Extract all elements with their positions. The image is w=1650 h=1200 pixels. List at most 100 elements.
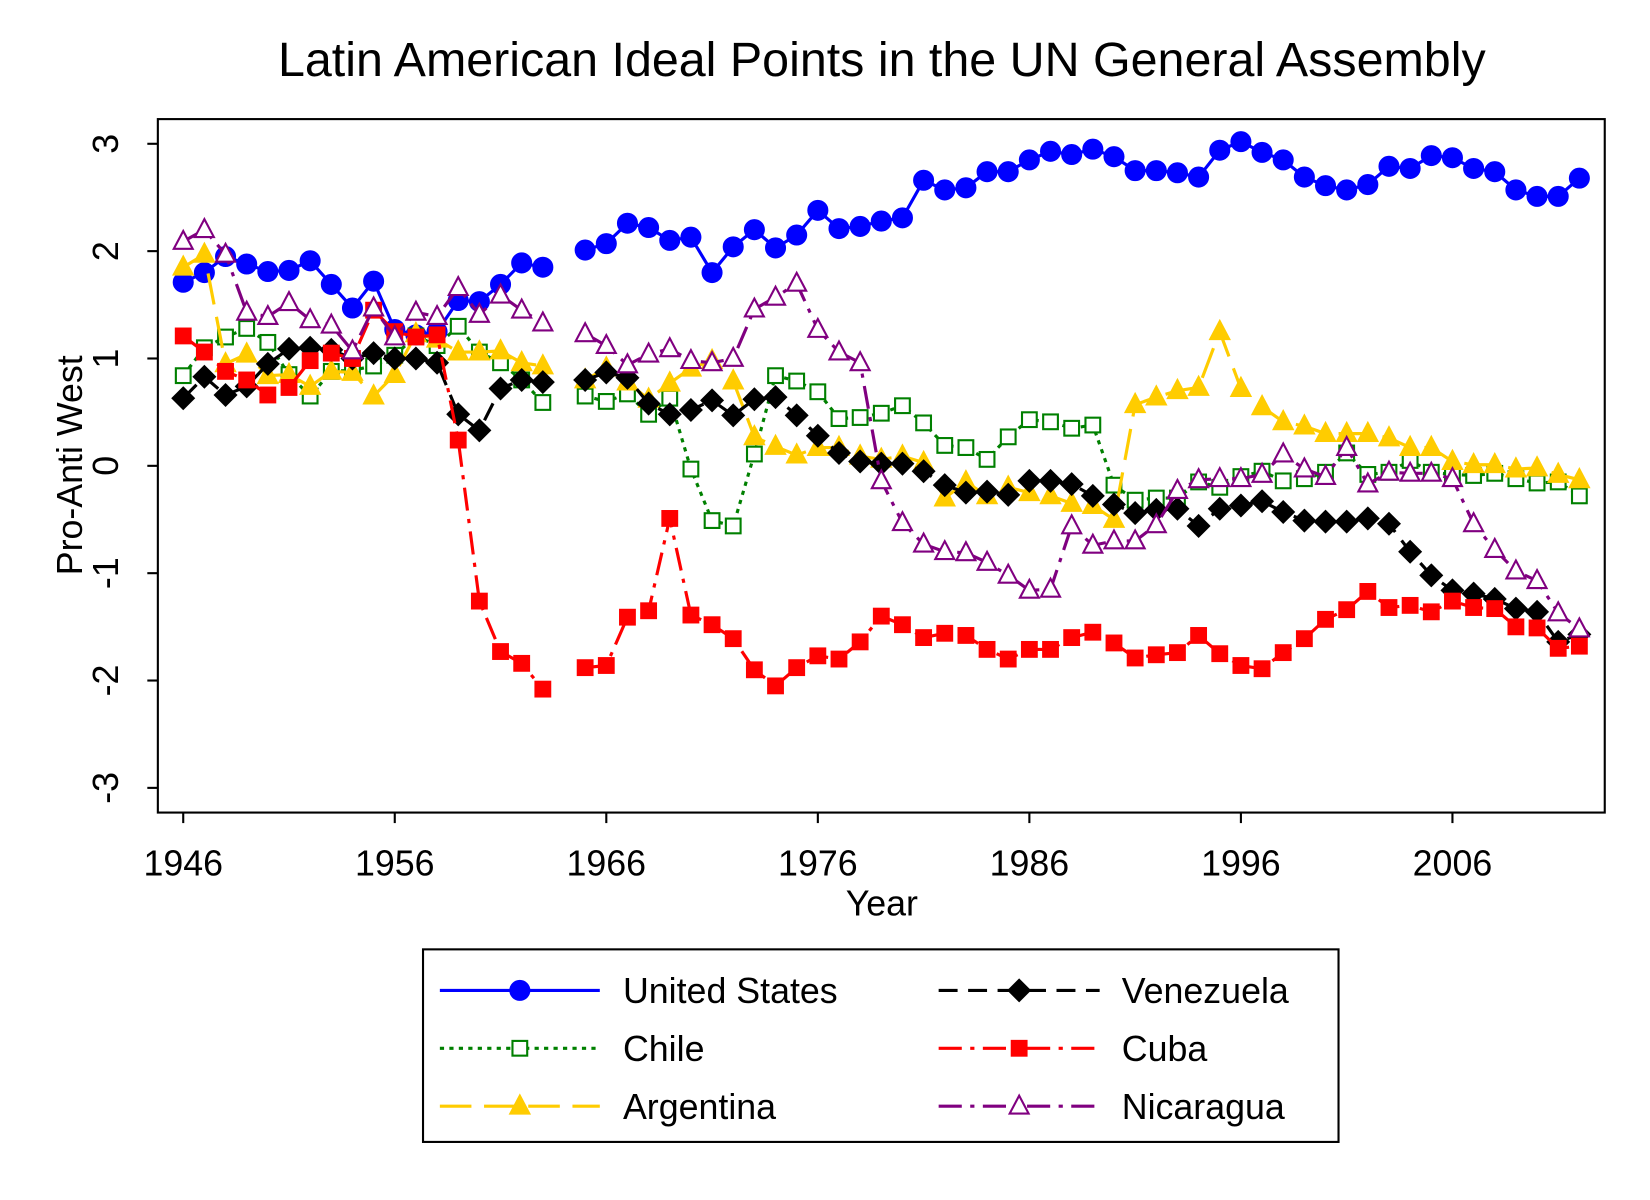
marker — [1357, 174, 1379, 196]
marker — [1271, 409, 1295, 431]
marker — [1253, 660, 1271, 678]
marker — [1102, 528, 1126, 550]
marker — [1105, 634, 1123, 652]
marker — [425, 303, 449, 326]
x-tick-label: 1946 — [143, 844, 223, 884]
marker — [235, 341, 258, 363]
y-tick-label: 0 — [86, 456, 126, 476]
marker — [830, 410, 848, 428]
marker — [1188, 166, 1210, 188]
legend-marker — [508, 1093, 532, 1115]
marker — [870, 210, 892, 232]
marker — [1230, 131, 1252, 153]
marker — [449, 431, 467, 449]
marker — [1483, 451, 1506, 474]
marker — [999, 428, 1017, 446]
marker — [1123, 528, 1147, 550]
marker — [809, 647, 827, 665]
marker — [256, 303, 280, 326]
marker — [192, 364, 217, 389]
legend-label: Cuba — [1122, 1029, 1208, 1069]
marker — [595, 233, 617, 255]
marker — [891, 207, 913, 229]
marker — [1020, 640, 1038, 658]
legend-marker — [1007, 1093, 1031, 1115]
legend-marker — [1007, 978, 1032, 1003]
marker — [1315, 175, 1337, 197]
y-tick-label: 3 — [86, 134, 126, 154]
marker — [1063, 629, 1081, 647]
marker — [743, 219, 765, 241]
marker — [828, 218, 850, 240]
marker — [1229, 465, 1253, 488]
marker — [449, 317, 467, 335]
marker — [1123, 391, 1147, 414]
marker — [467, 418, 492, 443]
y-tick-label: -2 — [86, 665, 126, 697]
marker — [1080, 483, 1105, 508]
marker — [172, 254, 195, 276]
marker — [1145, 160, 1167, 182]
marker — [785, 442, 808, 464]
marker — [1525, 567, 1549, 590]
marker — [1398, 434, 1422, 457]
chart-title: Latin American Ideal Points in the UN Ge… — [278, 33, 1486, 87]
marker — [1229, 375, 1253, 397]
marker — [1166, 377, 1189, 400]
marker — [1102, 506, 1126, 528]
legend — [421, 948, 1340, 1143]
marker — [573, 321, 597, 343]
marker — [259, 333, 277, 351]
marker — [936, 437, 954, 454]
marker — [1313, 509, 1338, 534]
marker — [722, 368, 745, 390]
marker — [1549, 639, 1567, 657]
marker — [534, 394, 552, 411]
marker — [1211, 645, 1229, 663]
marker — [700, 388, 725, 413]
marker — [1274, 644, 1292, 662]
marker — [1082, 138, 1104, 160]
marker — [1250, 394, 1274, 416]
marker — [193, 216, 216, 239]
marker — [594, 360, 619, 385]
marker — [407, 328, 425, 346]
marker — [1546, 600, 1570, 622]
marker — [447, 339, 470, 361]
marker — [1419, 563, 1444, 588]
x-tick-label: 1956 — [355, 844, 435, 884]
marker — [1547, 185, 1569, 207]
marker — [767, 677, 784, 695]
legend-label: United States — [623, 971, 838, 1011]
marker — [428, 326, 446, 344]
marker — [470, 592, 488, 610]
marker — [997, 161, 1019, 183]
marker — [1422, 603, 1440, 621]
marker — [403, 346, 428, 371]
marker — [805, 423, 830, 448]
marker — [1444, 592, 1461, 610]
marker — [1355, 506, 1380, 531]
legend-marker — [511, 1039, 529, 1057]
marker — [891, 509, 914, 532]
marker — [849, 215, 871, 237]
marker — [174, 367, 192, 385]
x-tick-label: 1986 — [990, 844, 1070, 884]
marker — [997, 562, 1020, 584]
marker — [807, 199, 829, 221]
marker — [193, 262, 215, 284]
marker — [764, 433, 787, 455]
marker — [576, 659, 594, 677]
marker — [1084, 623, 1102, 641]
marker — [848, 350, 872, 372]
marker — [1462, 451, 1485, 474]
marker — [1207, 496, 1232, 521]
marker — [257, 261, 279, 283]
marker — [320, 358, 343, 380]
marker — [978, 640, 996, 658]
marker — [534, 680, 552, 698]
marker — [1528, 474, 1546, 492]
marker — [682, 460, 700, 478]
marker — [1568, 616, 1591, 638]
